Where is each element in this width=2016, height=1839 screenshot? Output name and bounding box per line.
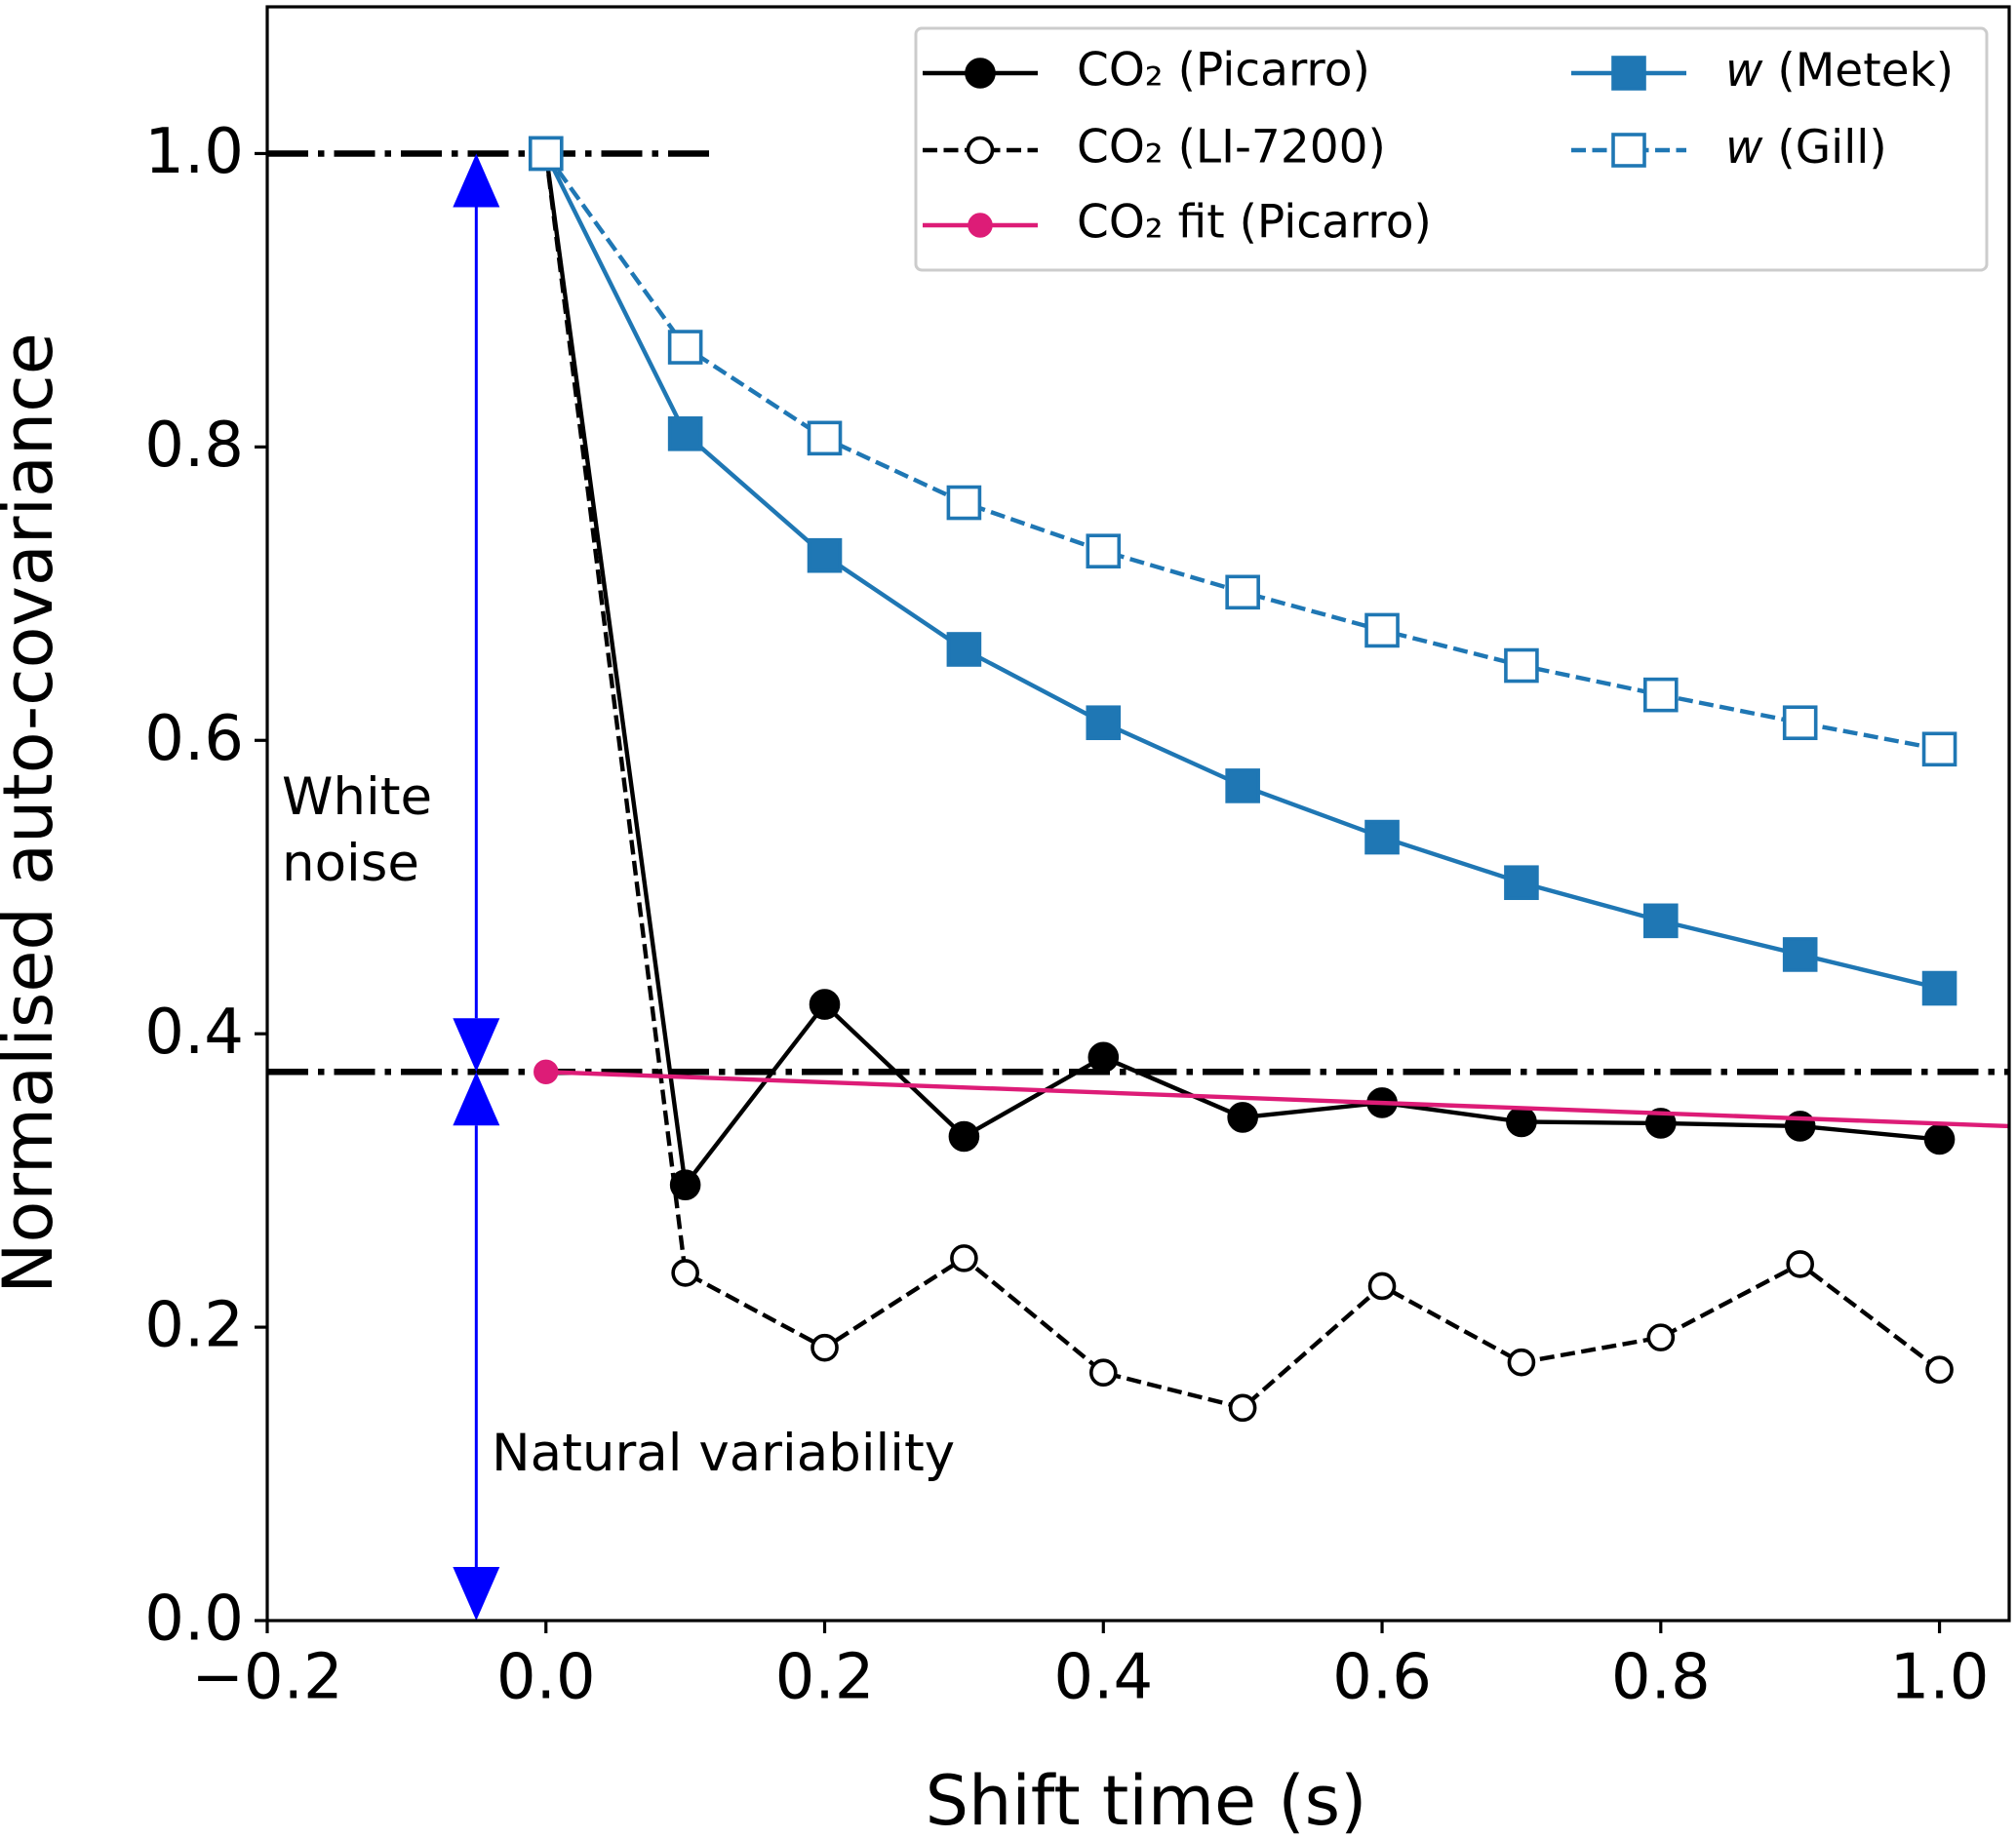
marker bbox=[528, 136, 564, 172]
marker bbox=[946, 485, 982, 521]
marker bbox=[1364, 819, 1400, 855]
marker bbox=[807, 420, 843, 456]
marker bbox=[809, 989, 841, 1020]
y-tick-label: 1.0 bbox=[144, 116, 244, 188]
marker bbox=[669, 1169, 701, 1200]
series-line bbox=[543, 152, 1941, 991]
legend-label: w (Metek) bbox=[1725, 44, 1954, 98]
marker bbox=[1088, 1358, 1118, 1388]
legend: CO₂ (Picarro) CO₂ (LI-7200) CO₂ fit (Picar… bbox=[914, 26, 1989, 272]
arrow bbox=[453, 1072, 500, 1621]
x-tick-label: −0.2 bbox=[191, 1642, 342, 1714]
arrow bbox=[453, 153, 500, 1073]
arrow-head bbox=[453, 153, 500, 208]
marker bbox=[1228, 1393, 1257, 1423]
marker bbox=[1923, 1123, 1956, 1155]
y-axis-label: Normalised auto-covariance bbox=[0, 333, 68, 1294]
marker bbox=[946, 632, 982, 667]
marker bbox=[965, 58, 996, 89]
marker bbox=[1086, 533, 1122, 568]
legend-entry: CO₂ (LI-7200) bbox=[923, 121, 1386, 175]
marker bbox=[810, 1333, 839, 1362]
marker bbox=[534, 1059, 559, 1085]
marker bbox=[1611, 133, 1646, 168]
marker bbox=[1507, 1348, 1536, 1377]
y-tick-label: 0.6 bbox=[144, 703, 244, 775]
marker bbox=[1506, 1106, 1537, 1138]
marker bbox=[1643, 903, 1679, 939]
legend-entry: CO₂ (Picarro) bbox=[923, 44, 1370, 98]
legend-label: CO₂ (LI-7200) bbox=[1077, 121, 1386, 175]
series-line bbox=[545, 1070, 2009, 1129]
y-tick-label: 0.4 bbox=[144, 997, 244, 1069]
legend-label: CO₂ (Picarro) bbox=[1077, 44, 1370, 98]
marker bbox=[968, 213, 993, 238]
x-tick-label: 0.4 bbox=[1053, 1642, 1153, 1714]
marker bbox=[1782, 937, 1818, 972]
arrow-head bbox=[453, 1018, 500, 1073]
marker bbox=[1925, 1355, 1954, 1385]
marker bbox=[1367, 1272, 1397, 1301]
series-line bbox=[543, 153, 1941, 1411]
marker bbox=[1786, 1250, 1814, 1278]
legend-label: w (Gill) bbox=[1725, 121, 1887, 175]
marker bbox=[671, 1259, 699, 1287]
y-tick-label: 0.0 bbox=[144, 1584, 244, 1656]
marker bbox=[1225, 768, 1260, 803]
legend-entry: w (Metek) bbox=[1571, 44, 1954, 98]
marker bbox=[950, 1244, 978, 1272]
marker bbox=[667, 416, 703, 451]
y-tick-label: 0.8 bbox=[144, 410, 244, 482]
legend-frame bbox=[914, 26, 1989, 272]
marker bbox=[1646, 1323, 1676, 1351]
marker bbox=[1611, 56, 1646, 91]
x-tick-label: 0.6 bbox=[1332, 1642, 1432, 1714]
annotation: White noise bbox=[282, 767, 433, 893]
marker bbox=[1504, 647, 1539, 684]
marker bbox=[1643, 677, 1679, 713]
series-line bbox=[543, 153, 1940, 1191]
marker bbox=[667, 330, 703, 365]
legend-entry: CO₂ fit (Picarro) bbox=[923, 196, 1432, 250]
marker bbox=[966, 136, 995, 165]
x-tick-label: 0.2 bbox=[775, 1642, 875, 1714]
marker bbox=[1227, 1102, 1258, 1133]
marker bbox=[1364, 612, 1400, 648]
marker bbox=[1921, 731, 1957, 767]
annotation: Natural variability bbox=[492, 1424, 956, 1483]
plot-area bbox=[267, 136, 2009, 1423]
marker bbox=[1086, 705, 1122, 741]
legend-label: CO₂ fit (Picarro) bbox=[1077, 196, 1432, 250]
marker bbox=[1782, 705, 1818, 741]
x-tick-label: 1.0 bbox=[1890, 1642, 1990, 1714]
x-tick-label: 0.8 bbox=[1611, 1642, 1711, 1714]
marker bbox=[1645, 1108, 1677, 1139]
marker bbox=[807, 537, 843, 573]
legend-entry: w (Gill) bbox=[1571, 121, 1887, 175]
marker bbox=[1087, 1041, 1120, 1074]
arrow-head bbox=[453, 1567, 500, 1621]
marker bbox=[1504, 865, 1539, 901]
marker bbox=[1225, 574, 1260, 610]
marker bbox=[948, 1120, 980, 1153]
y-tick-label: 0.2 bbox=[144, 1290, 244, 1362]
x-axis-label: Shift time (s) bbox=[926, 1761, 1367, 1839]
marker bbox=[1921, 970, 1957, 1006]
arrow-head bbox=[453, 1072, 500, 1126]
x-tick-label: 0.0 bbox=[496, 1642, 596, 1714]
axes-frame bbox=[265, 5, 2011, 1623]
